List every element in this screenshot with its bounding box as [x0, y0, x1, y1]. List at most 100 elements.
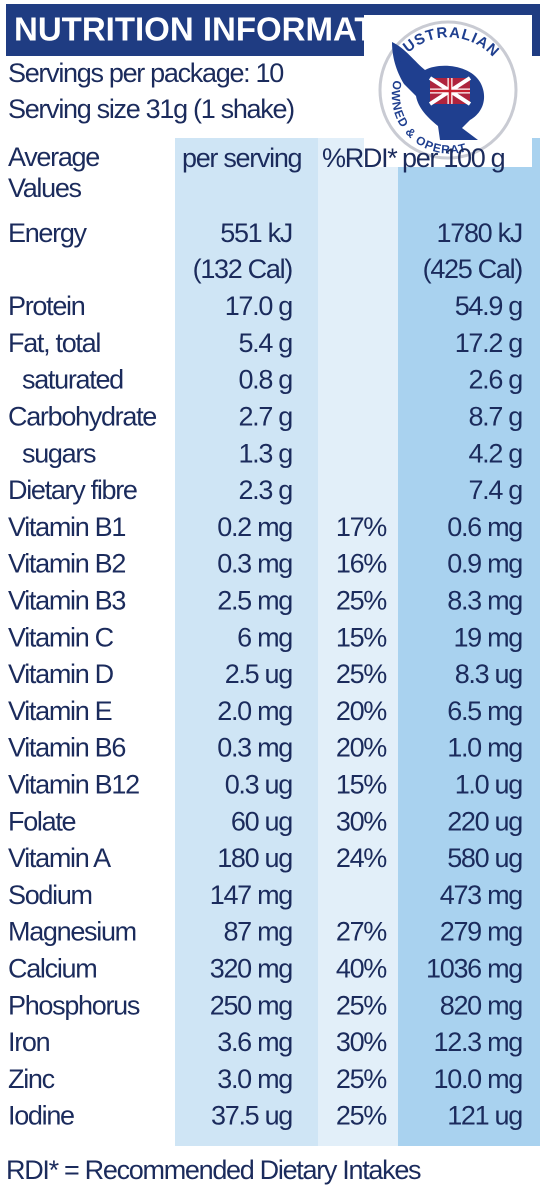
per-serving-value: 60 ug — [231, 806, 292, 836]
per-serving-value: 0.3 ug — [225, 770, 293, 800]
servings-per-package: Servings per package: 10 — [8, 58, 283, 88]
per-100g-value: 54.9 g — [455, 291, 523, 321]
row-label: Vitamin B2 — [8, 549, 125, 579]
per-serving-value: 3.0 mg — [217, 1064, 292, 1094]
per-serving-value: 2.0 mg — [217, 696, 292, 726]
per-100g-value: 1.0 ug — [455, 770, 523, 800]
rdi-value: 25% — [336, 990, 387, 1020]
per-100g-value: (425 Cal) — [423, 254, 523, 284]
per-100g-value: 12.3 mg — [434, 1027, 523, 1057]
per-100g-value: 820 mg — [440, 990, 523, 1020]
row-label: sugars — [22, 438, 96, 468]
row-label: Energy — [8, 218, 88, 248]
column-header: %RDI* — [322, 143, 398, 173]
per-100g-value: 10.0 mg — [434, 1064, 523, 1094]
flag-cross — [430, 78, 470, 104]
per-100g-column — [398, 138, 540, 1146]
per-serving-column — [175, 138, 318, 1146]
rdi-value: 24% — [336, 843, 387, 873]
rdi-value: 20% — [336, 733, 387, 763]
per-serving-value: 180 ug — [217, 843, 292, 873]
per-serving-value: 2.3 g — [238, 475, 292, 505]
per-100g-value: 2.6 g — [468, 365, 522, 395]
row-label: Calcium — [8, 954, 96, 984]
rdi-value: 30% — [336, 806, 387, 836]
per-100g-value: 1.0 mg — [447, 733, 522, 763]
per-serving-value: 17.0 g — [225, 291, 293, 321]
row-label: Protein — [8, 291, 85, 321]
per-serving-value: 1.3 g — [238, 438, 292, 468]
per-100g-value: 8.7 g — [468, 402, 522, 432]
column-header: Average Values — [8, 142, 100, 203]
per-serving-value: (132 Cal) — [193, 254, 293, 284]
per-100g-value: 473 mg — [440, 880, 523, 910]
per-100g-value: 17.2 g — [455, 328, 523, 358]
row-label: Vitamin E — [8, 696, 112, 726]
row-label: Vitamin C — [8, 622, 114, 652]
per-100g-value: 19 mg — [453, 622, 522, 652]
rdi-value: 15% — [336, 622, 387, 652]
rdi-value: 15% — [336, 770, 387, 800]
row-label: Vitamin B6 — [8, 733, 125, 763]
row-label: Sodium — [8, 880, 92, 910]
per-serving-value: 2.7 g — [238, 402, 292, 432]
row-label: Iron — [8, 1027, 50, 1057]
rdi-value: 40% — [336, 954, 387, 984]
per-100g-value: 220 ug — [447, 806, 522, 836]
title: NUTRITION INFORMATION — [14, 11, 433, 48]
column-header: per 100 g — [402, 143, 505, 173]
row-label: Phosphorus — [8, 990, 140, 1020]
per-serving-value: 5.4 g — [238, 328, 292, 358]
row-label: Carbohydrate — [8, 402, 156, 432]
rdi-value: 30% — [336, 1027, 387, 1057]
per-serving-value: 0.3 mg — [217, 549, 292, 579]
column-header: per serving — [182, 143, 302, 173]
per-serving-value: 147 mg — [210, 880, 293, 910]
per-serving-value: 37.5 ug — [211, 1101, 292, 1131]
per-100g-value: 1780 kJ — [437, 218, 522, 248]
per-100g-value: 0.6 mg — [447, 512, 522, 542]
rdi-value: 25% — [336, 1064, 387, 1094]
row-label: Vitamin B12 — [8, 770, 139, 800]
per-serving-value: 6 mg — [237, 622, 292, 652]
per-serving-value: 0.2 mg — [217, 512, 292, 542]
per-serving-value: 0.3 mg — [217, 733, 292, 763]
per-serving-value: 2.5 ug — [225, 659, 293, 689]
per-100g-value: 8.3 mg — [447, 586, 522, 616]
per-100g-value: 0.9 mg — [447, 549, 522, 579]
row-label: Folate — [8, 806, 76, 836]
per-serving-value: 0.8 g — [238, 365, 292, 395]
per-serving-value: 3.6 mg — [217, 1027, 292, 1057]
row-label: Magnesium — [8, 917, 136, 947]
column-header-box: Average Values — [8, 142, 100, 203]
per-100g-value: 121 ug — [447, 1101, 522, 1131]
serving-size: Serving size 31g (1 shake) — [8, 94, 294, 124]
footer: RDI* = Recommended Dietary Intakes — [6, 1155, 421, 1185]
row-label: Vitamin B1 — [8, 512, 125, 542]
rdi-value: 25% — [336, 659, 387, 689]
rdi-value: 25% — [336, 1101, 387, 1131]
per-serving-value: 551 kJ — [220, 218, 292, 248]
rdi-value: 27% — [336, 917, 387, 947]
rdi-value: 25% — [336, 586, 387, 616]
per-serving-value: 320 mg — [210, 954, 293, 984]
per-serving-value: 87 mg — [223, 917, 292, 947]
per-100g-value: 1036 mg — [426, 954, 522, 984]
row-label: Zinc — [8, 1064, 55, 1094]
row-label: saturated — [22, 365, 123, 395]
per-serving-value: 2.5 mg — [217, 586, 292, 616]
per-100g-value: 7.4 g — [468, 475, 522, 505]
per-100g-value: 6.5 mg — [447, 696, 522, 726]
per-100g-value: 8.3 ug — [455, 659, 523, 689]
per-100g-value: 279 mg — [440, 917, 523, 947]
row-label: Vitamin A — [8, 843, 111, 873]
row-label: Vitamin D — [8, 659, 114, 689]
rdi-value: 17% — [336, 512, 387, 542]
rdi-value: 20% — [336, 696, 387, 726]
per-100g-value: 4.2 g — [468, 438, 522, 468]
row-label: Dietary fibre — [8, 475, 137, 505]
row-label: Iodine — [8, 1101, 74, 1131]
rdi-column — [318, 138, 398, 1146]
